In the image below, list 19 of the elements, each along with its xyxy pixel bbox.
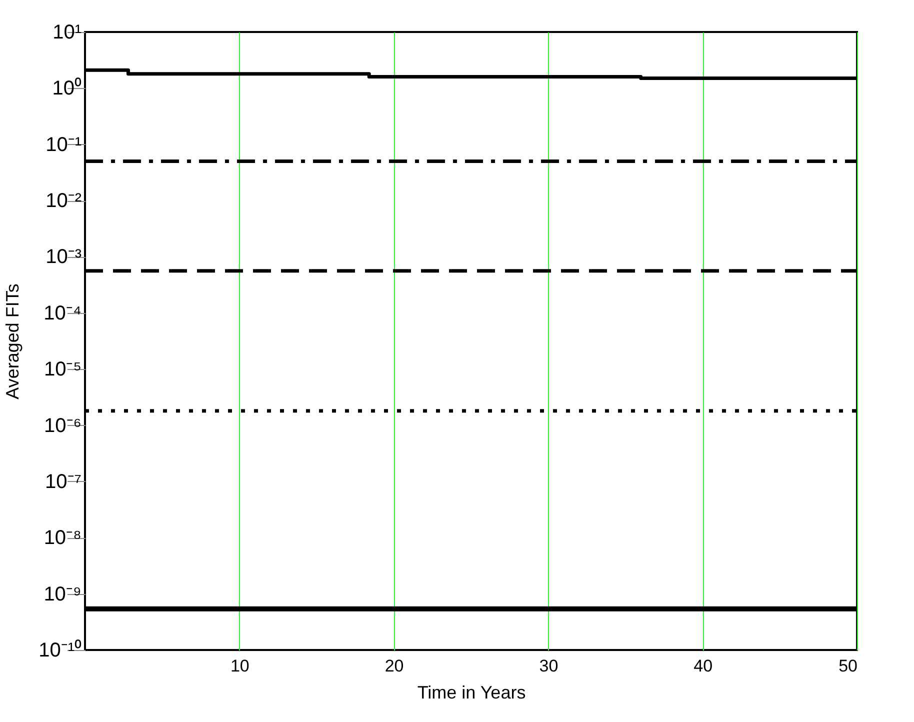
x-tick-label: 20: [384, 656, 404, 676]
y-tick-label: 10⁻²: [46, 190, 82, 212]
y-axis-title: Averaged FITs: [2, 284, 23, 400]
y-tick-label: 10⁻⁶: [44, 414, 82, 437]
y-tick-label: 10⁻⁸: [44, 527, 82, 550]
x-tick-label: 30: [539, 656, 558, 676]
y-tick-label: 10¹: [52, 22, 82, 44]
y-tick-label: 10⁰: [52, 76, 82, 100]
x-tick-label: 10: [230, 656, 250, 676]
x-tick-label: 40: [694, 656, 713, 676]
y-tick-label: 10⁻⁹: [44, 583, 82, 606]
y-tick-label: 10⁻¹: [46, 134, 82, 156]
y-tick-label: 10⁻⁷: [45, 470, 82, 493]
y-tick-label: 10⁻¹⁰: [38, 638, 82, 662]
x-tick-label: 50: [838, 656, 858, 676]
y-tick-label: 10⁻⁵: [44, 358, 82, 381]
y-tick-label: 10⁻⁴: [44, 302, 82, 324]
x-axis-title: Time in Years: [417, 682, 526, 702]
y-tick-label: 10⁻³: [46, 246, 82, 268]
